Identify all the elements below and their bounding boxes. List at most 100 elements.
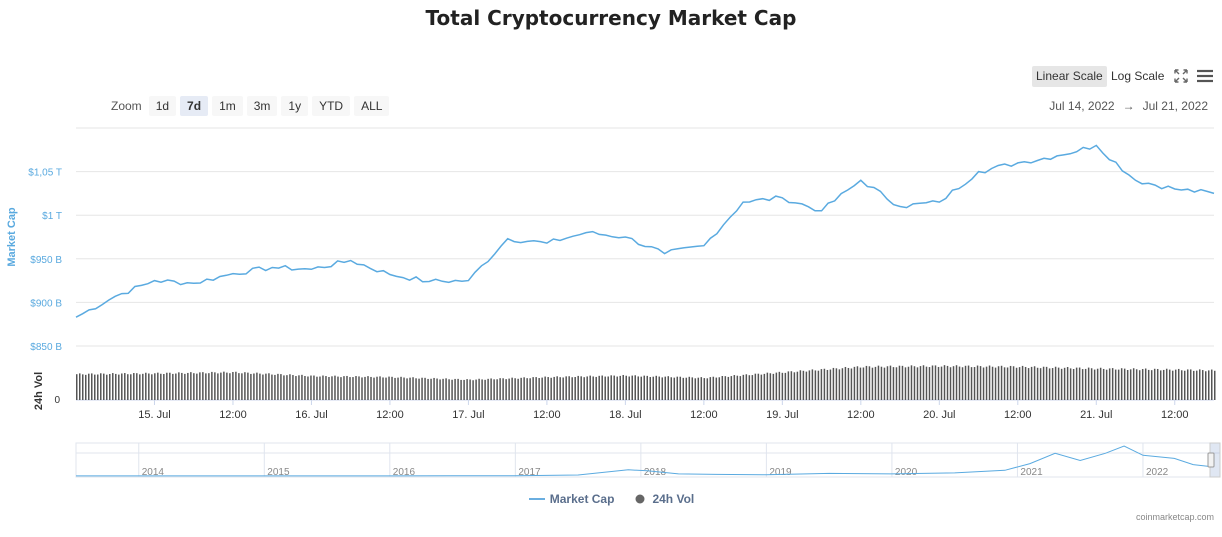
volume-bar <box>898 365 901 400</box>
y-tick-label: $1 T <box>42 211 62 222</box>
volume-bar <box>601 375 603 400</box>
legend-market-cap-label: Market Cap <box>549 492 615 506</box>
volume-bar <box>436 378 438 400</box>
volume-bar <box>406 378 408 400</box>
volume-bar <box>529 378 531 400</box>
volume-bar <box>1114 369 1117 400</box>
volume-bar <box>427 378 429 400</box>
volume-bar <box>115 373 117 400</box>
volume-bar <box>1162 369 1165 400</box>
volume-bar <box>817 370 820 400</box>
volume-bar <box>283 375 285 400</box>
volume-bar <box>757 373 760 400</box>
y-tick-label: $900 B <box>30 298 62 309</box>
fullscreen-icon[interactable] <box>1172 67 1190 85</box>
volume-bar <box>508 378 510 400</box>
volume-bar <box>1078 367 1081 400</box>
volume-bar <box>1012 366 1015 400</box>
volume-bar <box>1192 370 1195 400</box>
volume-bar <box>493 379 495 400</box>
volume-bar <box>217 373 219 400</box>
volume-bar <box>1180 370 1183 400</box>
volume-bar <box>832 367 835 400</box>
volume-bar <box>1093 369 1096 400</box>
volume-bar <box>472 380 474 400</box>
volume-bar <box>205 373 207 400</box>
x-tick-label: 12:00 <box>690 409 718 421</box>
volume-bar <box>889 365 892 400</box>
volume-bar <box>241 373 243 400</box>
volume-bar <box>910 365 913 400</box>
y-tick-label: $1,05 T <box>28 168 62 179</box>
navigator-handle <box>1207 452 1215 468</box>
menu-icon[interactable] <box>1196 67 1214 85</box>
zoom-3m-button[interactable]: 3m <box>246 96 278 116</box>
volume-bar <box>1189 369 1192 400</box>
volume-bar <box>1153 368 1156 400</box>
volume-bar <box>748 375 751 400</box>
volume-bar <box>421 377 423 400</box>
volume-bar <box>124 373 126 400</box>
range-from[interactable]: Jul 14, 2022 <box>1049 99 1115 113</box>
volume-bar <box>979 366 982 400</box>
volume-bar <box>541 377 543 400</box>
navigator-tick-label: 2017 <box>518 467 541 478</box>
volume-bar <box>295 376 297 400</box>
volume-bar <box>598 375 600 400</box>
volume-bar <box>727 376 730 400</box>
market-cap-line <box>75 144 1215 318</box>
zoom-all-button[interactable]: ALL <box>354 96 390 116</box>
volume-bar <box>985 366 988 400</box>
volume-bar <box>1108 368 1111 400</box>
volume-bar <box>955 365 958 400</box>
volume-bar <box>934 365 937 400</box>
linear-scale-button[interactable]: Linear Scale <box>1032 66 1107 87</box>
volume-bar <box>505 379 507 400</box>
volume-bar <box>322 375 324 400</box>
zoom-1d-button[interactable]: 1d <box>148 96 177 116</box>
volume-bar <box>439 379 441 400</box>
volume-bar <box>646 375 649 400</box>
volume-bar <box>652 376 655 400</box>
volume-bar <box>1177 368 1180 400</box>
volume-bar <box>412 377 414 400</box>
zoom-7d-button[interactable]: 7d <box>180 96 209 116</box>
volume-bar <box>148 373 150 400</box>
log-scale-button[interactable]: Log Scale <box>1111 69 1165 83</box>
volume-bar <box>199 372 201 400</box>
volume-bar <box>97 374 99 400</box>
volume-bar <box>790 371 793 400</box>
volume-bar <box>370 376 372 400</box>
volume-bar <box>703 378 706 400</box>
volume-bar <box>169 372 171 400</box>
volume-bar <box>280 374 282 400</box>
volume-bar <box>802 370 805 400</box>
volume-bar <box>1060 368 1063 400</box>
volume-bar <box>913 366 916 400</box>
legend-volume[interactable]: 24h Vol <box>634 492 694 506</box>
volume-bar <box>256 372 258 400</box>
volume-bar <box>1123 368 1126 400</box>
volume-bar <box>379 376 381 400</box>
range-to[interactable]: Jul 21, 2022 <box>1142 99 1208 113</box>
volume-bar <box>88 373 90 400</box>
volume-bar <box>841 368 844 400</box>
volume-bar <box>550 377 552 400</box>
volume-bar <box>724 376 727 400</box>
volume-bar <box>1096 368 1099 400</box>
volume-bar <box>943 365 946 400</box>
volume-bar <box>1117 369 1120 400</box>
navigator-frame <box>75 442 1221 454</box>
volume-bar <box>556 376 558 400</box>
volume-bar <box>997 366 1000 400</box>
zoom-1m-button[interactable]: 1m <box>212 96 243 116</box>
volume-bar <box>1069 368 1072 400</box>
volume-bar <box>457 378 459 400</box>
volume-bar <box>313 375 315 400</box>
volume-bar <box>1006 367 1009 400</box>
volume-bar <box>361 377 363 400</box>
volume-bar <box>655 375 658 400</box>
zoom-1y-button[interactable]: 1y <box>281 96 309 116</box>
zoom-ytd-button[interactable]: YTD <box>312 96 351 116</box>
legend-market-cap[interactable]: Market Cap <box>528 492 615 506</box>
